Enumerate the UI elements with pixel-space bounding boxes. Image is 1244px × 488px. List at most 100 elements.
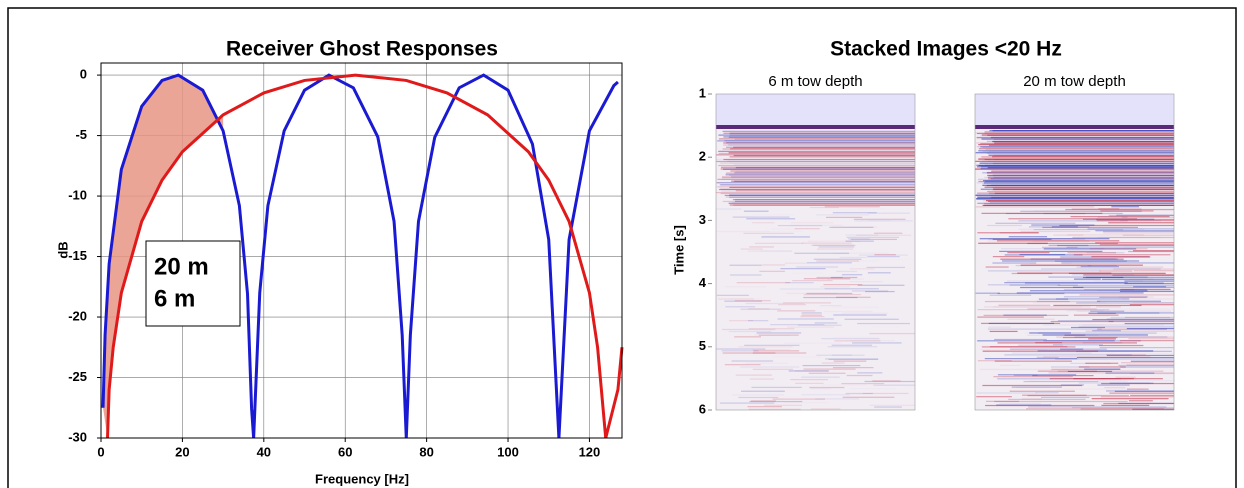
seismic-trace xyxy=(1118,296,1154,298)
seismic-trace xyxy=(833,314,887,316)
seismic-trace xyxy=(749,246,774,248)
seismic-trace xyxy=(735,200,915,202)
seismic-trace xyxy=(1048,372,1174,374)
seismic-trace xyxy=(841,274,863,276)
seismic-trace xyxy=(1076,266,1164,268)
seismic-trace xyxy=(1078,324,1103,325)
seismic-trace xyxy=(732,394,784,396)
seismic-trace xyxy=(1060,384,1085,386)
seismic-trace xyxy=(735,374,772,376)
seismic-trace xyxy=(786,326,834,328)
seismic-trace xyxy=(831,226,878,228)
seismic-trace xyxy=(1053,304,1142,307)
seismic-trace xyxy=(975,206,1095,208)
seismic-trace xyxy=(1095,230,1174,232)
seismic-trace xyxy=(1106,318,1174,320)
seismic-trace xyxy=(850,238,897,241)
seismic-trace xyxy=(716,154,915,156)
seismic-trace xyxy=(852,342,902,344)
seismic-trace xyxy=(1010,348,1107,350)
seismic-trace xyxy=(976,142,1174,144)
seismic-trace xyxy=(821,362,845,364)
seismic-trace xyxy=(1110,316,1171,319)
x-tick-label: 100 xyxy=(497,444,519,459)
seismic-trace xyxy=(745,363,788,364)
seismic-trace xyxy=(1119,340,1174,342)
seismic-trace xyxy=(752,352,807,354)
seismic-trace xyxy=(729,274,762,276)
seismic-trace xyxy=(1118,407,1170,408)
seismic-trace xyxy=(866,266,905,269)
y-axis-label: Time [s] xyxy=(671,225,686,275)
seismic-trace xyxy=(1083,274,1174,276)
seismic-trace xyxy=(1004,254,1083,256)
seismic-trace xyxy=(727,160,915,162)
seismic-trace xyxy=(824,206,880,208)
seismic-trace xyxy=(815,398,859,400)
seismic-trace xyxy=(752,368,794,370)
seismic-trace xyxy=(1108,214,1174,217)
seismic-trace xyxy=(740,248,763,250)
seismic-trace xyxy=(729,264,762,266)
seismic-trace xyxy=(1096,306,1121,308)
seismic-trace xyxy=(854,220,913,222)
seismic-trace xyxy=(810,408,841,410)
seismic-trace xyxy=(1020,230,1091,233)
seismic-trace xyxy=(981,346,1076,348)
seismic-trace xyxy=(1122,234,1174,236)
seismic-trace xyxy=(975,152,1174,154)
seismic-trace xyxy=(723,132,915,134)
seismic-trace xyxy=(857,372,883,374)
seismic-trace xyxy=(820,286,850,288)
seismic-trace xyxy=(1002,376,1060,377)
seismic-trace xyxy=(976,166,1174,168)
seismic-trace xyxy=(1029,290,1148,292)
seismic-trace xyxy=(842,396,895,398)
seismic-trace xyxy=(846,236,900,238)
seismic-trace xyxy=(716,160,915,163)
seismic-trace xyxy=(873,384,915,386)
seismic-trace xyxy=(806,292,853,295)
seismic-trace xyxy=(1018,220,1128,222)
y-tick-label: 6 xyxy=(699,401,706,416)
seismic-trace xyxy=(1067,370,1113,373)
line-series xyxy=(106,73,624,439)
seafloor-reflector xyxy=(716,125,915,129)
seismic-trace xyxy=(841,382,885,385)
seismic-trace xyxy=(1080,266,1119,268)
seismic-trace xyxy=(801,376,840,378)
seismic-trace xyxy=(976,146,1174,148)
seismic-trace xyxy=(723,144,915,146)
seismic-trace xyxy=(1042,334,1148,336)
seismic-trace xyxy=(718,164,915,167)
seismic-trace xyxy=(980,162,1174,164)
seismic-trace xyxy=(1038,298,1069,300)
seismic-trace xyxy=(988,326,1011,328)
seismic-trace xyxy=(730,163,915,164)
seismic-trace xyxy=(979,238,1110,240)
seismic-trace xyxy=(816,260,860,262)
seismic-trace xyxy=(731,180,915,182)
seismic-trace xyxy=(872,326,900,327)
seismic-trace xyxy=(995,222,1076,224)
seismic-trace xyxy=(874,254,896,256)
seismic-trace xyxy=(1011,386,1062,388)
seismic-trace xyxy=(725,306,756,308)
seismic-trace xyxy=(987,224,1022,227)
seismic-trace xyxy=(1011,272,1053,275)
seismic-trace xyxy=(722,200,915,203)
seismic-trace xyxy=(802,364,861,367)
seismic-trace xyxy=(1124,282,1174,285)
seismic-trace xyxy=(1132,408,1174,410)
seismic-trace xyxy=(1096,300,1162,302)
seismic-trace xyxy=(990,136,1174,139)
seismic-trace xyxy=(721,178,915,180)
seismic-trace xyxy=(985,404,1095,407)
seismic-trace xyxy=(1128,250,1174,253)
seismic-trace xyxy=(1067,234,1144,236)
seismic-trace xyxy=(1057,244,1174,247)
x-tick-label: 60 xyxy=(338,444,352,459)
seismic-trace xyxy=(987,174,1174,177)
seismic-trace xyxy=(1084,368,1121,370)
seismic-trace xyxy=(1127,388,1149,390)
